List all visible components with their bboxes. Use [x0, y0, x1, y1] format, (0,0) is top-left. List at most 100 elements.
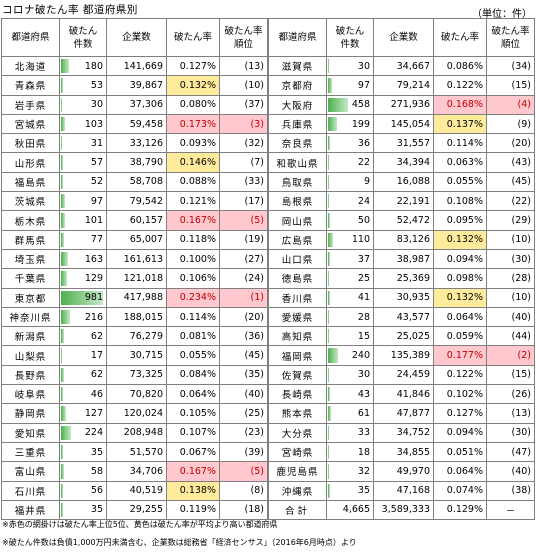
table-row: 沖縄県 35 47,168 0.074% (38): [268, 480, 535, 501]
rank-cell: (5): [219, 210, 268, 231]
rate-cell: 0.100%: [166, 248, 220, 270]
count-value: 163: [84, 253, 103, 265]
count-cell: 52: [59, 171, 107, 193]
companies-cell: 73,325: [106, 364, 167, 386]
count-cell: 224: [59, 422, 107, 443]
count-cell: 57: [59, 152, 107, 173]
table-row: 福岡県 240 135,389 0.177% (2): [268, 345, 535, 366]
rate-cell: 0.095%: [433, 210, 487, 231]
rate-cell: 0.168%: [433, 94, 487, 115]
companies-cell: 34,667: [373, 55, 434, 77]
pref-cell: 栃木県: [1, 210, 60, 231]
pref-cell: 高知県: [268, 326, 327, 347]
rate-cell: 0.118%: [166, 229, 220, 250]
companies-cell: 47,168: [373, 480, 434, 501]
rank-cell: (37): [219, 94, 268, 115]
count-bar: [61, 425, 71, 440]
table-row: 岡山県 50 52,472 0.095% (29): [268, 210, 535, 231]
count-bar: [61, 367, 64, 383]
table-right: 都道府県 破たん 件数 企業数 破たん率 破たん率 順位 滋賀県 30 34,667 0.…: [268, 18, 535, 521]
count-bar: [61, 406, 67, 421]
rate-cell: 0.146%: [166, 152, 220, 173]
count-cell: 25: [326, 268, 374, 289]
count-value: 36: [357, 137, 370, 149]
count-cell: 31: [59, 133, 107, 154]
count-cell: 77: [59, 229, 107, 250]
table-row: 神奈川県 216 188,015 0.114% (20): [1, 306, 268, 328]
count-value: 30: [90, 99, 103, 111]
rank-cell: (30): [486, 422, 535, 443]
companies-cell: 34,706: [106, 461, 167, 482]
rate-cell: 0.081%: [166, 326, 220, 347]
count-bar: [328, 406, 331, 421]
rate-cell: 0.108%: [433, 191, 487, 212]
rate-cell: 0.051%: [433, 441, 487, 463]
count-value: 37: [357, 253, 370, 265]
rate-cell: 0.234%: [166, 287, 220, 308]
count-cell: 62: [59, 326, 107, 347]
count-bar: [328, 444, 329, 460]
header-count: 破たん 件数: [59, 18, 107, 57]
rate-cell: 0.080%: [166, 94, 220, 115]
rank-cell: (19): [219, 229, 268, 250]
count-cell: 18: [326, 441, 374, 463]
table-row: 福井県 35 29,255 0.119% (18): [1, 499, 268, 521]
header-rank: 破たん率 順位: [219, 18, 268, 57]
rank-cell: (26): [486, 384, 535, 405]
pref-cell: 青森県: [1, 75, 60, 96]
pref-cell: 富山県: [1, 461, 60, 482]
rate-cell: 0.137%: [433, 113, 487, 135]
count-bar: [61, 213, 66, 228]
count-bar: [328, 348, 339, 363]
table-row: 大分県 33 34,752 0.094% (30): [268, 422, 535, 443]
table-row: 静岡県 127 120,024 0.105% (25): [1, 403, 268, 424]
rank-cell: (33): [219, 171, 268, 193]
header-count: 破たん 件数: [326, 18, 374, 57]
table-row: 鹿児島県 32 49,970 0.064% (40): [268, 461, 535, 482]
count-cell: 61: [326, 403, 374, 424]
rate-cell: 0.098%: [433, 268, 487, 289]
count-cell: 50: [326, 210, 374, 231]
table-title: コロナ破たん率 都道府県別: [2, 4, 138, 16]
count-cell: 62: [59, 364, 107, 386]
pref-cell: 徳島県: [268, 268, 327, 289]
table-row: 広島県 110 83,126 0.132% (10): [268, 229, 535, 250]
rate-cell: 0.102%: [433, 384, 487, 405]
count-bar: [328, 425, 330, 440]
count-cell: 101: [59, 210, 107, 231]
rate-cell: 0.127%: [433, 403, 487, 424]
companies-cell: 79,542: [106, 191, 167, 212]
rank-cell: (9): [486, 113, 535, 135]
pref-cell: 兵庫県: [268, 113, 327, 135]
table-row: 熊本県 61 47,877 0.127% (13): [268, 403, 535, 424]
count-cell: 32: [326, 461, 374, 482]
pref-cell: 福井県: [1, 499, 60, 521]
table-row: 大阪府 458 271,936 0.168% (4): [268, 94, 535, 115]
pref-cell: 山梨県: [1, 345, 60, 366]
count-value: 35: [90, 446, 103, 458]
count-cell: 46: [59, 384, 107, 405]
companies-cell: 24,459: [373, 364, 434, 386]
rank-cell: (28): [486, 268, 535, 289]
rank-cell: (30): [486, 248, 535, 270]
count-bar: [61, 502, 63, 518]
count-cell: 4,665: [326, 499, 374, 521]
table-row: 埼玉県 163 161,613 0.100% (27): [1, 248, 268, 270]
rank-cell: (23): [219, 422, 268, 443]
count-cell: 30: [326, 364, 374, 386]
table-row: 宮城県 103 59,458 0.173% (3): [1, 113, 268, 135]
table-row: 鳥取県 9 16,088 0.055% (45): [268, 171, 535, 193]
rank-cell: (27): [219, 248, 268, 270]
rank-cell: (39): [219, 441, 268, 463]
companies-cell: 58,708: [106, 171, 167, 193]
table-row: 三重県 35 51,570 0.067% (39): [1, 441, 268, 463]
companies-cell: 135,389: [373, 345, 434, 366]
table-row: 島根県 24 22,191 0.108% (22): [268, 191, 535, 212]
rate-cell: 0.094%: [433, 422, 487, 443]
rank-cell: (45): [219, 345, 268, 366]
companies-cell: 145,054: [373, 113, 434, 135]
rank-cell: (4): [486, 94, 535, 115]
companies-cell: 120,024: [106, 403, 167, 424]
pref-cell: 福岡県: [268, 345, 327, 366]
rate-cell: 0.106%: [166, 268, 220, 289]
